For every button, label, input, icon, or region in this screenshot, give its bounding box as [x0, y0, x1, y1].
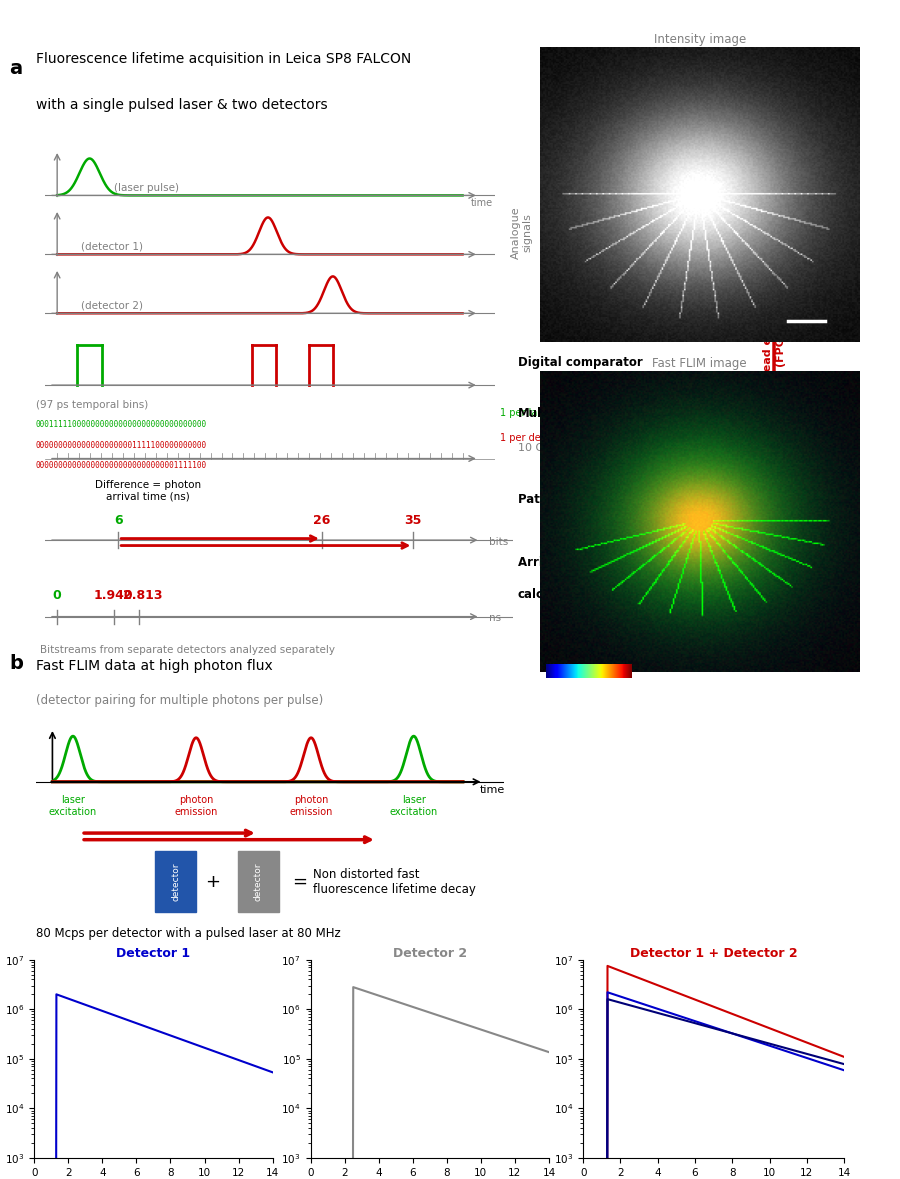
Text: b: b — [9, 654, 22, 673]
Title: Intensity image: Intensity image — [653, 33, 746, 46]
Text: detector: detector — [171, 863, 180, 901]
Title: Detector 1 + Detector 2: Detector 1 + Detector 2 — [630, 947, 797, 960]
Text: laser
excitation: laser excitation — [49, 795, 97, 817]
Text: time: time — [480, 785, 505, 795]
Text: photon
emission: photon emission — [290, 795, 333, 817]
Text: Difference = photon
arrival time (ns): Difference = photon arrival time (ns) — [94, 480, 201, 502]
Text: bits: bits — [489, 536, 508, 547]
Text: (97 ps temporal bins): (97 ps temporal bins) — [36, 400, 148, 410]
Text: +: + — [205, 872, 220, 891]
Text: 80 Mcps per detector with a pulsed laser at 80 MHz: 80 Mcps per detector with a pulsed laser… — [36, 927, 341, 941]
Text: laser
excitation: laser excitation — [390, 795, 437, 817]
Text: 0000000000000000000001111100000000000: 0000000000000000000001111100000000000 — [36, 441, 207, 450]
Text: (detector 1): (detector 1) — [82, 242, 143, 252]
Text: calculation: calculation — [518, 587, 590, 600]
Text: 6: 6 — [114, 514, 122, 527]
Title: Detector 1: Detector 1 — [116, 947, 191, 960]
Text: Analogue
signals: Analogue signals — [511, 206, 533, 258]
Text: Arrival time: Arrival time — [518, 556, 596, 569]
Text: 1.940: 1.940 — [94, 590, 133, 602]
Text: ns: ns — [489, 613, 500, 623]
Text: (detector pairing for multiple photons per pulse): (detector pairing for multiple photons p… — [36, 694, 323, 707]
Text: 26: 26 — [313, 514, 330, 527]
Text: 0001111100000000000000000000000000000: 0001111100000000000000000000000000000 — [36, 421, 207, 429]
Text: photon
emission: photon emission — [175, 795, 218, 817]
Text: 10 GHz Sampler: 10 GHz Sampler — [518, 443, 608, 453]
Text: time: time — [471, 198, 493, 208]
Text: Digital comparator: Digital comparator — [518, 356, 643, 369]
Text: 1 per laser line: 1 per laser line — [500, 408, 573, 419]
Text: (detector 2): (detector 2) — [82, 301, 143, 311]
Text: 0000000000000000000000000000001111100: 0000000000000000000000000000001111100 — [36, 461, 207, 470]
Text: Multi-bitstream: Multi-bitstream — [518, 407, 621, 420]
Text: a: a — [9, 59, 22, 78]
Title: Detector 2: Detector 2 — [392, 947, 467, 960]
Text: with a single pulsed laser & two detectors: with a single pulsed laser & two detecto… — [36, 99, 328, 112]
Bar — [238, 851, 279, 911]
Text: 2.813: 2.813 — [123, 590, 163, 602]
Text: 35: 35 — [405, 514, 422, 527]
Text: =: = — [292, 872, 307, 891]
Text: Fast FLIM data at high photon flux: Fast FLIM data at high photon flux — [36, 659, 273, 673]
Bar — [155, 851, 196, 911]
Text: 1 per detector: 1 per detector — [500, 433, 569, 443]
Text: Fluorescence lifetime acquisition in Leica SP8 FALCON: Fluorescence lifetime acquisition in Lei… — [36, 52, 411, 66]
Text: Non distorted fast
fluorescence lifetime decay: Non distorted fast fluorescence lifetime… — [313, 868, 476, 896]
Title: Fast FLIM image: Fast FLIM image — [652, 357, 747, 370]
Text: Bitstreams from separate detectors analyzed separately: Bitstreams from separate detectors analy… — [40, 645, 336, 654]
Text: (laser pulse): (laser pulse) — [114, 183, 179, 193]
Text: Pattern recognition: Pattern recognition — [518, 493, 647, 506]
Text: detector: detector — [254, 863, 263, 901]
Text: Scan head electronics
(FPGA): Scan head electronics (FPGA) — [763, 276, 785, 413]
Text: 0: 0 — [53, 590, 61, 602]
